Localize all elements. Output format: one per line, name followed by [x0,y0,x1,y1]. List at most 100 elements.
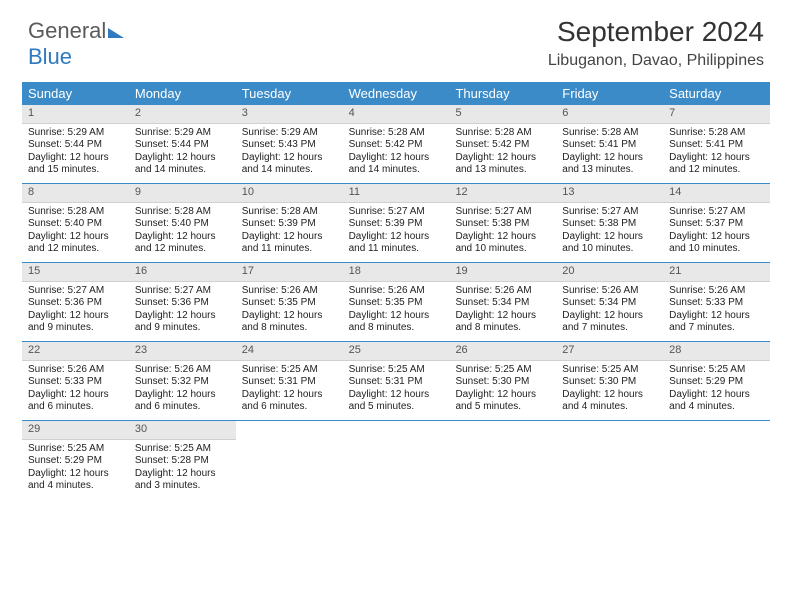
calendar-day-cell: 20Sunrise: 5:26 AMSunset: 5:34 PMDayligh… [556,263,663,341]
calendar-day-cell: 6Sunrise: 5:28 AMSunset: 5:41 PMDaylight… [556,105,663,183]
day-body: Sunrise: 5:25 AMSunset: 5:31 PMDaylight:… [343,361,450,420]
calendar-day-cell: 10Sunrise: 5:28 AMSunset: 5:39 PMDayligh… [236,184,343,262]
calendar-day-cell: 5Sunrise: 5:28 AMSunset: 5:42 PMDaylight… [449,105,556,183]
calendar-day-cell: 23Sunrise: 5:26 AMSunset: 5:32 PMDayligh… [129,342,236,420]
day-number: 25 [343,342,450,361]
calendar-day-cell: 18Sunrise: 5:26 AMSunset: 5:35 PMDayligh… [343,263,450,341]
calendar-day-cell: 22Sunrise: 5:26 AMSunset: 5:33 PMDayligh… [22,342,129,420]
day-number: 8 [22,184,129,203]
calendar-week-row: 1Sunrise: 5:29 AMSunset: 5:44 PMDaylight… [22,105,770,184]
sunset-text: Sunset: 5:36 PM [135,297,230,310]
daylight-text-1: Daylight: 12 hours [349,231,444,244]
sunset-text: Sunset: 5:33 PM [28,376,123,389]
calendar-day-cell [556,421,663,499]
calendar-day-cell: 24Sunrise: 5:25 AMSunset: 5:31 PMDayligh… [236,342,343,420]
sunrise-text: Sunrise: 5:28 AM [135,206,230,219]
day-number: 22 [22,342,129,361]
calendar-day-cell: 12Sunrise: 5:27 AMSunset: 5:38 PMDayligh… [449,184,556,262]
daylight-text-2: and 6 minutes. [28,401,123,414]
day-number: 9 [129,184,236,203]
sunrise-text: Sunrise: 5:25 AM [349,364,444,377]
sunrise-text: Sunrise: 5:25 AM [135,443,230,456]
calendar-day-cell: 9Sunrise: 5:28 AMSunset: 5:40 PMDaylight… [129,184,236,262]
day-body: Sunrise: 5:25 AMSunset: 5:29 PMDaylight:… [22,440,129,499]
logo: General Blue [28,18,124,70]
daylight-text-2: and 7 minutes. [562,322,657,335]
sunset-text: Sunset: 5:37 PM [669,218,764,231]
sunset-text: Sunset: 5:28 PM [135,455,230,468]
sunrise-text: Sunrise: 5:27 AM [455,206,550,219]
dayname-header: Tuesday [236,82,343,105]
logo-triangle-icon [108,28,124,38]
daylight-text-2: and 12 minutes. [28,243,123,256]
daylight-text-2: and 11 minutes. [349,243,444,256]
day-number: 14 [663,184,770,203]
day-body: Sunrise: 5:26 AMSunset: 5:33 PMDaylight:… [22,361,129,420]
day-number: 28 [663,342,770,361]
daylight-text-1: Daylight: 12 hours [242,152,337,165]
sunrise-text: Sunrise: 5:29 AM [28,127,123,140]
day-body: Sunrise: 5:27 AMSunset: 5:37 PMDaylight:… [663,203,770,262]
day-number: 4 [343,105,450,124]
day-number: 6 [556,105,663,124]
calendar-day-cell: 14Sunrise: 5:27 AMSunset: 5:37 PMDayligh… [663,184,770,262]
calendar-day-cell [449,421,556,499]
logo-text-2: Blue [28,44,72,69]
day-body: Sunrise: 5:25 AMSunset: 5:29 PMDaylight:… [663,361,770,420]
day-number: 24 [236,342,343,361]
day-number: 21 [663,263,770,282]
daylight-text-1: Daylight: 12 hours [28,310,123,323]
day-number: 23 [129,342,236,361]
day-body: Sunrise: 5:26 AMSunset: 5:35 PMDaylight:… [236,282,343,341]
day-body: Sunrise: 5:27 AMSunset: 5:38 PMDaylight:… [449,203,556,262]
day-number: 15 [22,263,129,282]
daylight-text-2: and 14 minutes. [242,164,337,177]
day-body: Sunrise: 5:28 AMSunset: 5:41 PMDaylight:… [663,124,770,183]
calendar-day-cell: 28Sunrise: 5:25 AMSunset: 5:29 PMDayligh… [663,342,770,420]
sunrise-text: Sunrise: 5:25 AM [562,364,657,377]
sunrise-text: Sunrise: 5:28 AM [349,127,444,140]
sunset-text: Sunset: 5:36 PM [28,297,123,310]
day-body: Sunrise: 5:28 AMSunset: 5:41 PMDaylight:… [556,124,663,183]
daylight-text-2: and 8 minutes. [242,322,337,335]
calendar-grid: SundayMondayTuesdayWednesdayThursdayFrid… [22,82,770,499]
daylight-text-1: Daylight: 12 hours [455,310,550,323]
sunset-text: Sunset: 5:30 PM [562,376,657,389]
daylight-text-1: Daylight: 12 hours [242,310,337,323]
daylight-text-1: Daylight: 12 hours [135,389,230,402]
calendar-day-cell: 2Sunrise: 5:29 AMSunset: 5:44 PMDaylight… [129,105,236,183]
day-number: 20 [556,263,663,282]
sunset-text: Sunset: 5:44 PM [28,139,123,152]
day-number: 16 [129,263,236,282]
day-number: 3 [236,105,343,124]
daylight-text-1: Daylight: 12 hours [669,231,764,244]
day-body: Sunrise: 5:29 AMSunset: 5:44 PMDaylight:… [22,124,129,183]
day-body: Sunrise: 5:28 AMSunset: 5:40 PMDaylight:… [129,203,236,262]
sunrise-text: Sunrise: 5:26 AM [349,285,444,298]
sunset-text: Sunset: 5:43 PM [242,139,337,152]
sunset-text: Sunset: 5:41 PM [562,139,657,152]
sunrise-text: Sunrise: 5:28 AM [455,127,550,140]
day-number: 27 [556,342,663,361]
daylight-text-1: Daylight: 12 hours [349,310,444,323]
calendar-day-cell [663,421,770,499]
header-block: September 2024 Libuganon, Davao, Philipp… [548,16,764,70]
day-number: 29 [22,421,129,440]
sunset-text: Sunset: 5:44 PM [135,139,230,152]
calendar-day-cell: 3Sunrise: 5:29 AMSunset: 5:43 PMDaylight… [236,105,343,183]
calendar-week-row: 29Sunrise: 5:25 AMSunset: 5:29 PMDayligh… [22,421,770,499]
calendar-day-cell [343,421,450,499]
dayname-header: Sunday [22,82,129,105]
daylight-text-1: Daylight: 12 hours [562,389,657,402]
sunset-text: Sunset: 5:29 PM [669,376,764,389]
day-body: Sunrise: 5:25 AMSunset: 5:28 PMDaylight:… [129,440,236,499]
calendar-day-cell: 30Sunrise: 5:25 AMSunset: 5:28 PMDayligh… [129,421,236,499]
day-body: Sunrise: 5:26 AMSunset: 5:35 PMDaylight:… [343,282,450,341]
day-body: Sunrise: 5:27 AMSunset: 5:38 PMDaylight:… [556,203,663,262]
calendar-week-row: 8Sunrise: 5:28 AMSunset: 5:40 PMDaylight… [22,184,770,263]
sunset-text: Sunset: 5:39 PM [242,218,337,231]
daylight-text-2: and 10 minutes. [455,243,550,256]
sunrise-text: Sunrise: 5:27 AM [28,285,123,298]
dayname-header: Friday [556,82,663,105]
sunset-text: Sunset: 5:35 PM [349,297,444,310]
